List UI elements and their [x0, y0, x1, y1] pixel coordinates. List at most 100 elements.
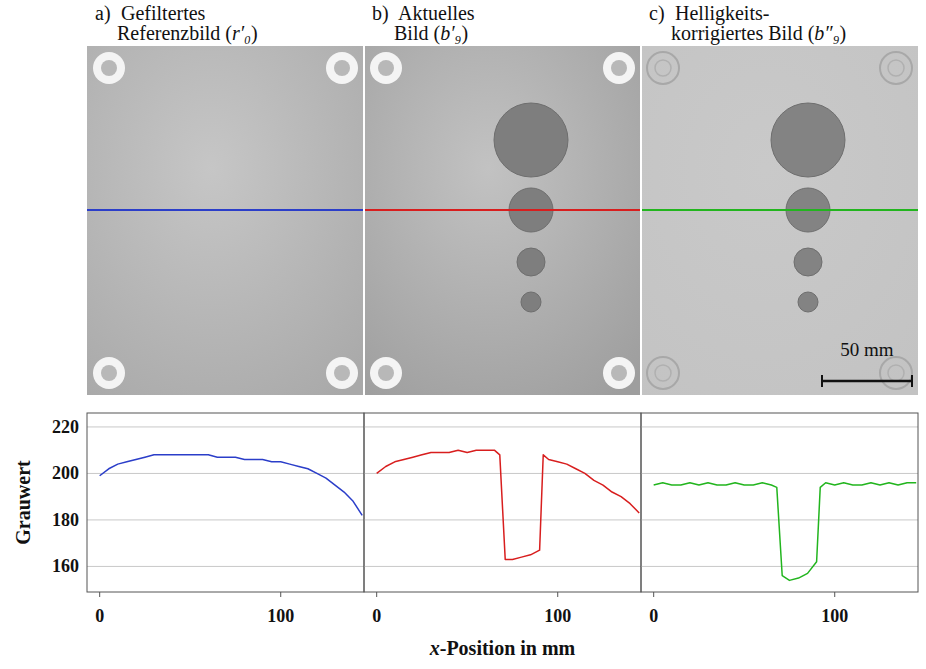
title-symbol: r′₀	[232, 22, 251, 44]
y-tick-label: 160	[52, 556, 79, 576]
panel-letter: c)	[649, 2, 665, 25]
marker-ring-inner	[888, 365, 904, 381]
x-tick-label: 0	[95, 606, 104, 626]
image-background	[641, 46, 918, 395]
profile-line	[641, 209, 918, 211]
grid-line	[87, 426, 364, 427]
defect-spot	[521, 292, 541, 312]
grid-line	[364, 426, 641, 427]
grid-line	[364, 566, 641, 567]
x-axis-title: x-Position in mm	[429, 637, 576, 659]
x-tick	[557, 592, 558, 597]
marker-ring-inner	[655, 365, 671, 381]
panel-letter: b)	[372, 2, 389, 25]
marker-ring-inner	[378, 365, 394, 381]
x-tick	[99, 592, 100, 597]
image-panel	[87, 46, 364, 395]
marker-ring	[603, 52, 635, 84]
x-tick-label: 100	[267, 606, 294, 626]
defect-spot	[517, 248, 545, 276]
grid-line	[641, 473, 918, 474]
scale-bar-line	[822, 380, 912, 383]
marker-ring-inner	[378, 60, 394, 76]
marker-ring	[326, 357, 358, 389]
title-symbol: b′₉	[440, 22, 461, 44]
marker-ring-inner	[101, 365, 117, 381]
grid-line	[364, 473, 641, 474]
x-tick	[653, 592, 654, 597]
marker-ring	[93, 357, 125, 389]
title-line: korrigiertes Bild (b″₉)	[671, 22, 846, 45]
x-tick	[280, 592, 281, 597]
marker-ring-inner	[655, 60, 671, 76]
x-tick-label: 0	[649, 606, 658, 626]
panel-letter: a)	[95, 2, 111, 25]
profile-curve	[377, 450, 640, 559]
title-symbol: b″₉	[814, 22, 839, 44]
x-tick-label: 0	[372, 606, 381, 626]
marker-ring-inner	[611, 365, 627, 381]
marker-ring-inner	[334, 365, 350, 381]
marker-ring	[603, 357, 635, 389]
y-tick-label: 200	[52, 463, 79, 483]
profile-line	[87, 209, 364, 211]
plot-frame	[641, 413, 918, 592]
grid-line	[641, 566, 918, 567]
title-line: Aktuelles	[398, 2, 475, 24]
grid-line	[641, 426, 918, 427]
profile-curve	[654, 483, 917, 581]
series-group	[377, 450, 640, 559]
title-part: Bild (	[394, 22, 440, 45]
defect-spot	[771, 103, 845, 177]
title-part: )	[840, 22, 847, 45]
marker-ring	[880, 357, 912, 389]
scale-bar-end	[911, 375, 913, 387]
marker-ring	[647, 52, 679, 84]
defect-spot	[494, 103, 568, 177]
x-axis-title-rest: -Position in mm	[440, 637, 576, 659]
scale-bar-end	[821, 375, 823, 387]
separator	[640, 46, 642, 395]
grid-line	[87, 473, 364, 474]
x-axis-title-var: x	[429, 637, 440, 659]
image-background	[87, 46, 364, 395]
y-tick-label: 220	[52, 417, 79, 437]
profile-line	[364, 209, 641, 211]
title-line: Referenzbild (r′₀)	[117, 22, 258, 45]
y-axis-title: Grauwert	[12, 460, 34, 545]
series-group	[654, 483, 917, 581]
panel-title: a) GefiltertesReferenzbild (r′₀)	[95, 2, 258, 45]
marker-ring	[647, 357, 679, 389]
marker-ring	[370, 52, 402, 84]
marker-ring-inner	[334, 60, 350, 76]
marker-ring-inner	[888, 60, 904, 76]
title-line: Gefiltertes	[121, 2, 206, 24]
panel-title: c)Helligkeits-korrigiertes Bild (b″₉)	[649, 2, 846, 45]
profile-curve	[100, 455, 363, 515]
marker-ring	[326, 52, 358, 84]
marker-ring	[93, 52, 125, 84]
plot-frame	[364, 413, 641, 592]
plot-frame	[87, 413, 364, 592]
figure: a) GefiltertesReferenzbild (r′₀) 0 100 160 18…	[0, 0, 926, 669]
x-tick	[834, 592, 835, 597]
image-background	[364, 46, 641, 395]
image-panel	[364, 46, 641, 395]
grid-line	[87, 566, 364, 567]
y-tick-label: 180	[52, 510, 79, 530]
marker-ring-inner	[611, 60, 627, 76]
series-group	[100, 455, 363, 515]
scale-bar: 50 mm	[822, 339, 912, 387]
marker-ring-inner	[101, 60, 117, 76]
marker-ring	[880, 52, 912, 84]
defect-spot	[798, 292, 818, 312]
title-part: )	[251, 22, 258, 45]
panel-title: b)AktuellesBild (b′₉)	[372, 2, 475, 45]
grid-line	[87, 519, 364, 520]
x-tick	[376, 592, 377, 597]
marker-ring	[370, 357, 402, 389]
defect-spot	[794, 248, 822, 276]
x-tick-label: 100	[821, 606, 848, 626]
image-panel	[641, 46, 918, 395]
scale-bar-label: 50 mm	[840, 339, 894, 360]
